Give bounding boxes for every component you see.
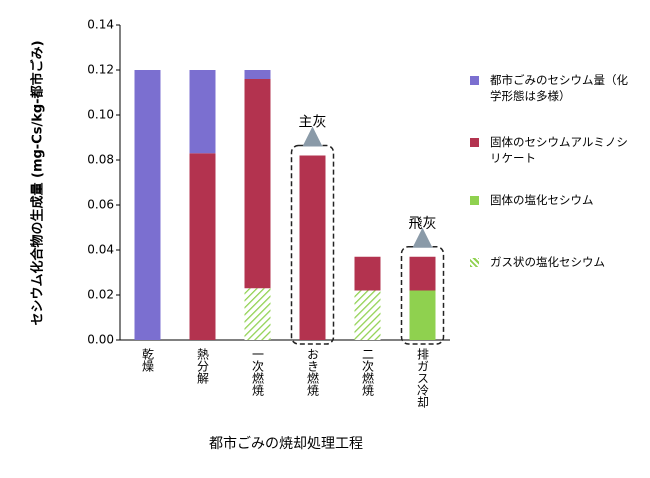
y-tick-label: 0.00 xyxy=(87,333,114,347)
annotation: 飛灰 xyxy=(409,216,437,232)
legend-label: 固体の塩化セシウム xyxy=(490,193,594,207)
y-tick-label: 0.10 xyxy=(87,108,114,122)
y-tick-label: 0.08 xyxy=(87,153,114,167)
bar-segment xyxy=(354,290,381,340)
legend-swatch xyxy=(470,196,479,205)
y-axis-title: セシウム化合物の生成量 (mg-Cs/kg-都市ごみ) xyxy=(30,40,46,325)
y-tick-label: 0.06 xyxy=(87,198,114,212)
x-tick-label: おき燃焼 xyxy=(306,348,320,396)
bar-segment xyxy=(134,70,161,340)
x-tick-label: 排ガス冷却 xyxy=(416,348,430,408)
bar-segment xyxy=(244,70,271,79)
x-tick-label: 二次燃焼 xyxy=(361,348,375,396)
y-tick-label: 0.12 xyxy=(87,63,114,77)
y-tick-label: 0.02 xyxy=(87,288,114,302)
legend-label: 固体のセシウムアルミノシリケート xyxy=(490,135,628,165)
bar-segment xyxy=(189,70,216,154)
bar-segment xyxy=(299,155,326,340)
bar-segment xyxy=(244,79,271,289)
y-tick-label: 0.14 xyxy=(87,18,114,32)
ash-box xyxy=(290,144,335,345)
x-tick-label: 一次燃焼 xyxy=(251,348,265,396)
bar-segment xyxy=(409,290,436,340)
bar-segment xyxy=(354,256,381,291)
legend-swatch xyxy=(470,76,479,85)
x-tick-label: 熱分解 xyxy=(196,348,210,385)
legend-label: ガス状の塩化セシウム xyxy=(490,255,605,269)
x-axis-title: 都市ごみの焼却処理工程 xyxy=(209,435,363,452)
ash-box xyxy=(400,246,445,345)
annotation: 主灰 xyxy=(299,115,327,131)
y-tick-label: 0.04 xyxy=(87,243,114,257)
x-tick-label: 乾燥 xyxy=(141,348,155,373)
legend-swatch xyxy=(470,138,479,147)
bar-segment xyxy=(189,153,216,340)
legend-swatch xyxy=(470,258,479,267)
bar-segment xyxy=(244,288,271,340)
legend-label: 都市ごみのセシウム量（化学形態は多様） xyxy=(490,73,628,103)
bar-segment xyxy=(409,256,436,291)
